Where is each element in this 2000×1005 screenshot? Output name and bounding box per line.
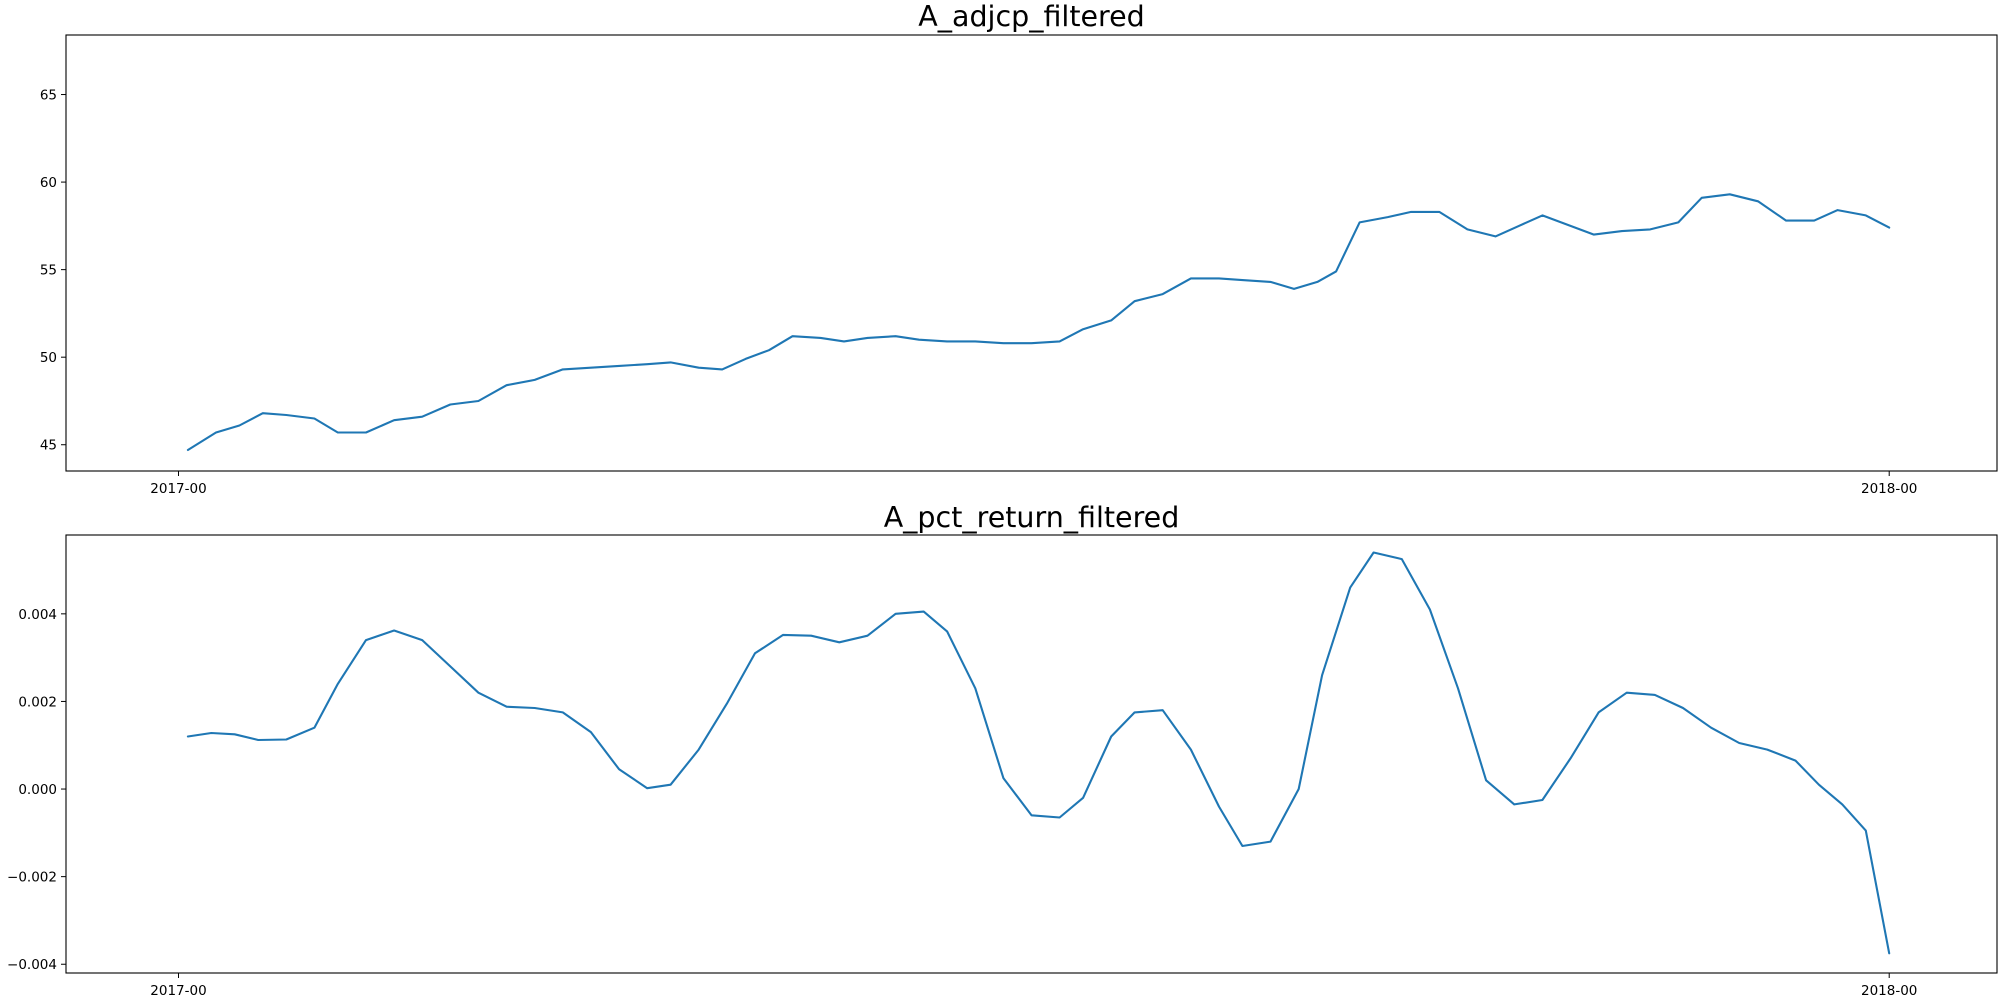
y-tick-label: −0.004: [7, 957, 57, 973]
axes-frame: [65, 534, 1998, 974]
y-tick-label: 0.002: [18, 694, 57, 710]
x-tick-label: 2018-00: [1861, 983, 1917, 999]
chart-title: A_pct_return_filtered: [884, 501, 1180, 534]
y-tick-label: 60: [40, 175, 57, 191]
chart-title: A_adjcp_filtered: [918, 0, 1145, 33]
series-line: [186, 551, 1891, 955]
y-tick-label: 45: [40, 438, 57, 454]
x-tick-label: 2018-00: [1861, 481, 1917, 497]
chart-pct-return: A_pct_return_filtered −0.004 −0.002 0.000 0…: [7, 501, 1998, 999]
axes-frame: [65, 34, 1998, 472]
y-tick-label: 55: [40, 263, 57, 279]
y-tick-label: 0.000: [18, 782, 57, 798]
x-tick-label: 2017-00: [150, 983, 206, 999]
chart-adjcp: A_adjcp_filtered 45 50 55 60 65 2017-00 2018-0…: [40, 0, 1998, 497]
x-tick-label: 2017-00: [150, 481, 206, 497]
y-tick-label: 65: [40, 88, 57, 104]
y-tick-label: −0.002: [7, 870, 57, 886]
series-line: [186, 193, 1891, 452]
y-tick-label: 50: [40, 350, 57, 366]
y-tick-label: 0.004: [18, 607, 57, 623]
